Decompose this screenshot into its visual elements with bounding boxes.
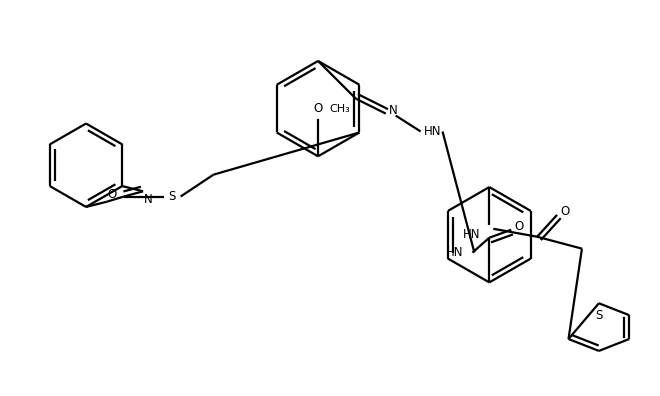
Text: HN: HN [463,228,480,241]
Text: O: O [515,220,524,233]
Text: S: S [595,308,603,322]
Text: O: O [107,188,116,201]
Text: N: N [389,104,398,117]
Text: HN: HN [446,246,463,259]
Text: O: O [314,102,323,115]
Text: CH₃: CH₃ [329,104,350,114]
Text: N: N [144,193,152,206]
Text: HN: HN [424,125,442,138]
Text: O: O [560,206,570,219]
Text: S: S [168,190,176,203]
